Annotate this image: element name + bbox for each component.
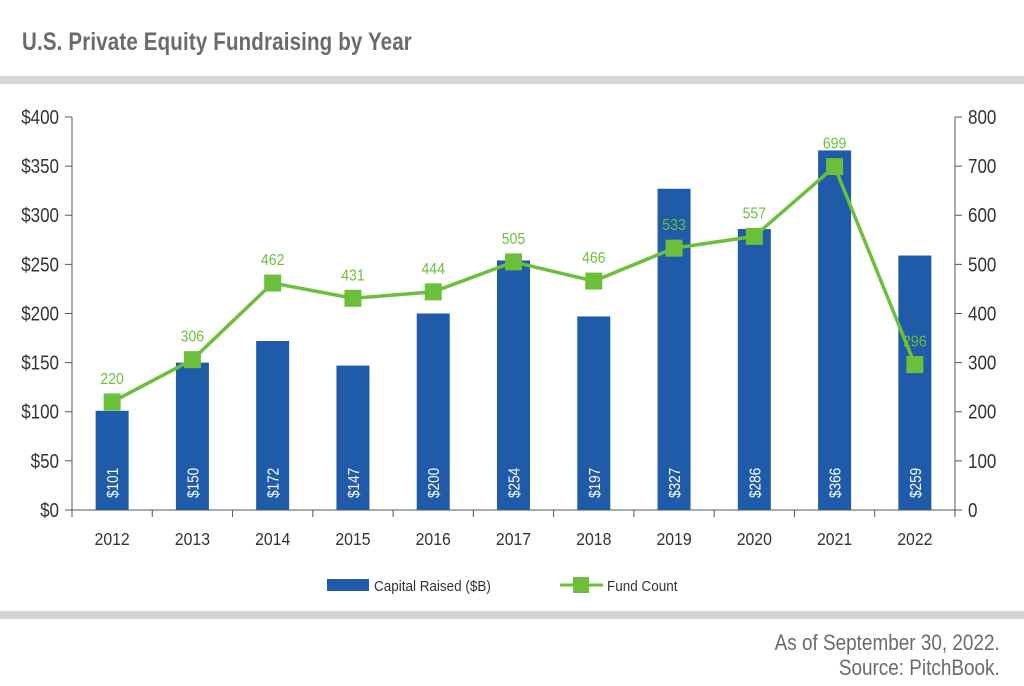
- legend-capital-label: Capital Raised ($B): [374, 578, 491, 595]
- bar-value-label: $147: [346, 468, 363, 498]
- fund-count-point-2015: [344, 289, 362, 307]
- right-tick-label: 800: [968, 106, 996, 129]
- fund-count-label: 505: [502, 230, 525, 248]
- axes: $0 $50 $100 $150 $200 $250 $300 $350 $400 0 100 200…: [21, 106, 996, 550]
- fund-count-point-2017: [505, 253, 522, 271]
- x-tick-label: 2013: [175, 529, 210, 549]
- fund-count-point-2012: [103, 393, 121, 411]
- bar-value-label: $101: [105, 468, 122, 498]
- data-labels: $101 $150 $172 $147 $200 $254 $197 $327 $286 $366…: [100, 135, 926, 498]
- left-tick-label: $100: [21, 400, 59, 423]
- bar-2019: [657, 188, 691, 510]
- fund-count-label: 296: [903, 333, 926, 351]
- top-divider: [0, 76, 1024, 84]
- fund-count-point-2013: [183, 351, 201, 369]
- fund-count-label: 557: [743, 205, 766, 223]
- right-tick-label: 0: [968, 499, 977, 522]
- fund-count-label: 220: [100, 370, 123, 388]
- bar-2020: [737, 229, 771, 510]
- footer-notes: As of September 30, 2022. Source: PitchB…: [775, 630, 1000, 680]
- bar-series-capital: [95, 150, 932, 510]
- fund-count-label: 699: [823, 135, 846, 153]
- source-note: Source: PitchBook.: [839, 655, 1000, 680]
- left-tick-label: $50: [31, 450, 59, 473]
- bottom-divider: [0, 611, 1024, 619]
- left-tick-label: $200: [21, 302, 59, 325]
- x-tick-label: 2018: [576, 529, 611, 549]
- line-series-fund-count: [103, 158, 924, 411]
- x-tick-label: 2017: [496, 529, 531, 549]
- fund-count-point-2018: [585, 272, 603, 290]
- x-tick-label: 2020: [737, 529, 772, 549]
- bar-2018: [577, 316, 611, 510]
- bar-2016: [416, 313, 450, 510]
- as-of-note: As of September 30, 2022.: [774, 630, 1000, 655]
- bar-2017: [497, 260, 530, 510]
- bar-2012: [95, 410, 129, 510]
- bar-2013: [175, 362, 209, 510]
- legend-capital-swatch: [327, 579, 369, 591]
- left-tick-label: $0: [40, 499, 59, 522]
- legend-fund-count-label: Fund Count: [607, 578, 677, 595]
- bar-value-label: $197: [587, 468, 604, 498]
- right-tick-label: 100: [968, 450, 996, 473]
- chart: $0 $50 $100 $150 $200 $250 $300 $350 $400 0 100 200…: [21, 106, 996, 596]
- fund-count-point-2014: [264, 274, 282, 292]
- fund-count-label: 466: [582, 249, 605, 267]
- fund-count-point-2021: [826, 158, 844, 176]
- right-tick-label: 400: [968, 302, 996, 325]
- bar-2014: [256, 341, 290, 510]
- right-tick-label: 200: [968, 400, 996, 423]
- x-tick-label: 2014: [255, 529, 290, 549]
- right-tick-label: 500: [968, 253, 996, 276]
- bar-value-label: $366: [828, 468, 845, 498]
- right-tick-label: 600: [968, 204, 996, 227]
- x-tick-label: 2015: [335, 529, 370, 549]
- fund-count-point-2022: [906, 356, 924, 374]
- x-tick-label: 2022: [897, 529, 932, 549]
- fund-count-point-2016: [424, 283, 442, 301]
- x-tick-label: 2021: [817, 529, 852, 549]
- bar-value-label: $259: [908, 468, 925, 498]
- legend: Capital Raised ($B) Fund Count: [327, 577, 677, 595]
- bar-value-label: $254: [507, 468, 524, 498]
- left-tick-label: $300: [21, 204, 59, 227]
- left-tick-label: $150: [21, 351, 59, 374]
- bar-value-label: $172: [266, 468, 283, 498]
- fund-count-label: 462: [261, 251, 284, 269]
- fund-count-point-2019: [665, 239, 683, 257]
- legend-fund-count-marker: [573, 577, 589, 593]
- bar-2021: [818, 150, 852, 510]
- x-tick-label: 2016: [416, 529, 451, 549]
- bar-value-label: $150: [185, 468, 202, 498]
- fund-count-label: 533: [662, 216, 685, 234]
- bar-value-label: $327: [667, 468, 684, 498]
- fund-count-label: 306: [181, 328, 204, 346]
- x-tick-label: 2012: [95, 529, 130, 549]
- fund-count-label: 431: [341, 266, 364, 284]
- bar-2015: [336, 365, 370, 510]
- fund-count-label: 444: [421, 260, 444, 278]
- chart-title: U.S. Private Equity Fundraising by Year: [22, 28, 412, 56]
- left-tick-label: $250: [21, 253, 59, 276]
- bar-value-label: $200: [426, 468, 443, 498]
- bar-value-label: $286: [747, 468, 764, 498]
- left-tick-label: $400: [21, 106, 59, 129]
- bar-2022: [898, 255, 932, 510]
- x-tick-label: 2019: [656, 529, 691, 549]
- fund-count-point-2020: [745, 227, 763, 245]
- right-tick-label: 300: [968, 351, 996, 374]
- left-tick-label: $350: [21, 155, 59, 178]
- right-tick-label: 700: [968, 155, 996, 178]
